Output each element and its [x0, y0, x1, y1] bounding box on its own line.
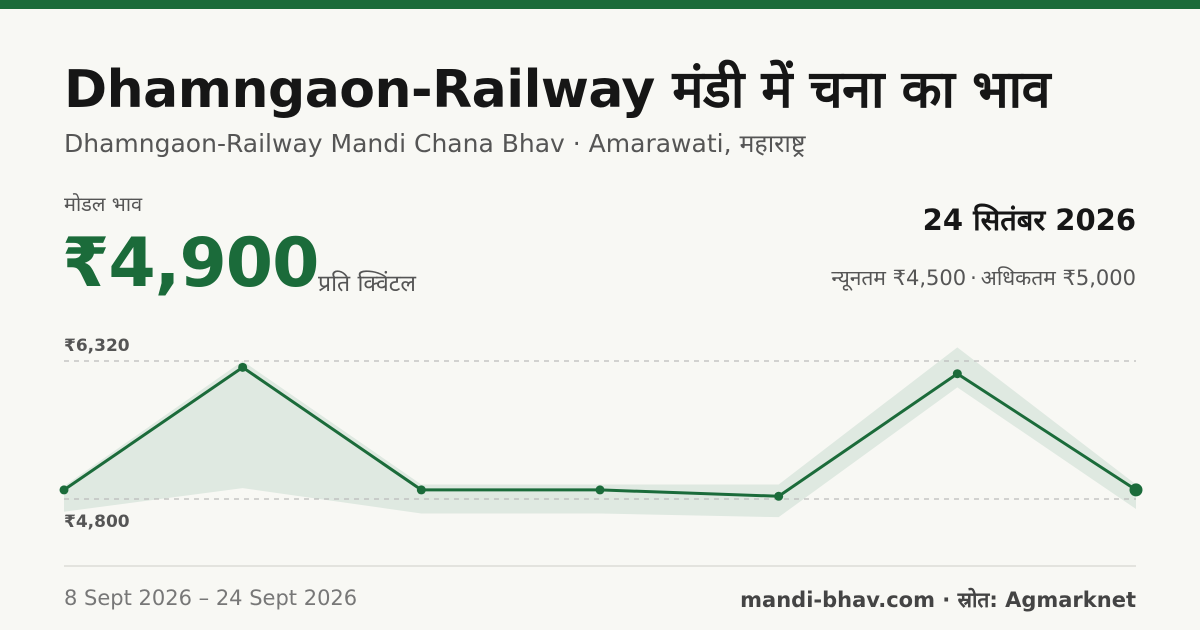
range-separator: · — [970, 266, 977, 290]
page-title: Dhamngaon-Railway मंडी में चना का भाव — [64, 60, 1051, 120]
data-point — [59, 485, 69, 495]
min-reference-label: ₹4,800 — [64, 512, 130, 532]
data-point — [952, 369, 962, 379]
modal-price-label: मोडल भाव — [64, 192, 143, 216]
min-max-band — [64, 347, 1136, 518]
min-price: न्यूनतम ₹4,500 — [831, 266, 967, 290]
footer-source: mandi-bhav.com · स्रोत: Agmarknet — [740, 588, 1136, 612]
footer-divider — [64, 565, 1136, 567]
top-accent-bar — [0, 0, 1200, 9]
data-point — [774, 491, 784, 501]
page-subtitle: Dhamngaon-Railway Mandi Chana Bhav · Ama… — [64, 129, 806, 158]
data-point — [238, 362, 248, 372]
latest-data-point — [1129, 483, 1143, 497]
max-price: अधिकतम ₹5,000 — [980, 266, 1136, 290]
footer-date-range: 8 Sept 2026 – 24 Sept 2026 — [64, 586, 358, 610]
min-max-range: न्यूनतम ₹4,500 · अधिकतम ₹5,000 — [831, 264, 1136, 292]
price-unit: प्रति क्विंटल — [318, 271, 416, 297]
data-point — [595, 485, 605, 495]
data-point — [416, 485, 426, 495]
modal-price-value: ₹4,900 — [62, 224, 319, 303]
max-reference-label: ₹6,320 — [64, 336, 130, 356]
price-date: 24 सितंबर 2026 — [922, 203, 1136, 237]
